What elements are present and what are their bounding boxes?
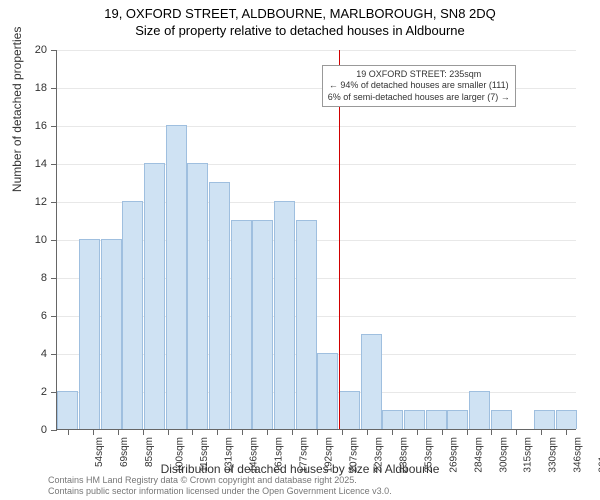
x-tick	[367, 429, 368, 435]
chart-plot-area: 0246810121416182054sqm69sqm85sqm100sqm11…	[56, 50, 576, 430]
y-tick-label: 16	[35, 120, 57, 132]
chart-title: 19, OXFORD STREET, ALDBOURNE, MARLBOROUG…	[0, 0, 600, 40]
histogram-bar	[447, 410, 468, 429]
title-line1: 19, OXFORD STREET, ALDBOURNE, MARLBOROUG…	[0, 6, 600, 23]
y-tick-label: 8	[41, 272, 57, 284]
histogram-bar	[231, 220, 252, 429]
x-tick	[192, 429, 193, 435]
x-axis-title: Distribution of detached houses by size …	[0, 462, 600, 476]
x-tick	[317, 429, 318, 435]
histogram-bar	[122, 201, 143, 429]
histogram-bar	[491, 410, 512, 429]
x-tick	[242, 429, 243, 435]
histogram-bar	[144, 163, 165, 429]
x-tick	[168, 429, 169, 435]
annotation-line: 19 OXFORD STREET: 235sqm	[328, 69, 510, 80]
grid-line	[57, 126, 576, 127]
footer-line2: Contains public sector information licen…	[48, 486, 392, 497]
x-tick	[118, 429, 119, 435]
footer-attribution: Contains HM Land Registry data © Crown c…	[48, 475, 392, 497]
x-tick	[566, 429, 567, 435]
histogram-bar	[534, 410, 555, 429]
histogram-bar	[101, 239, 122, 429]
histogram-bar	[339, 391, 360, 429]
annotation-box: 19 OXFORD STREET: 235sqm← 94% of detache…	[322, 65, 516, 107]
x-tick	[467, 429, 468, 435]
histogram-bar	[426, 410, 447, 429]
title-line2: Size of property relative to detached ho…	[0, 23, 600, 40]
x-tick	[417, 429, 418, 435]
histogram-bar	[404, 410, 425, 429]
grid-line	[57, 50, 576, 51]
x-tick	[516, 429, 517, 435]
footer-line1: Contains HM Land Registry data © Crown c…	[48, 475, 392, 486]
histogram-bar	[317, 353, 338, 429]
x-tick	[68, 429, 69, 435]
y-tick-label: 2	[41, 386, 57, 398]
y-axis-title: Number of detached properties	[10, 27, 24, 192]
y-tick-label: 6	[41, 310, 57, 322]
y-tick-label: 10	[35, 234, 57, 246]
y-tick-label: 20	[35, 44, 57, 56]
histogram-bar	[209, 182, 230, 429]
x-tick	[342, 429, 343, 435]
annotation-line: 6% of semi-detached houses are larger (7…	[328, 92, 510, 103]
histogram-bar	[469, 391, 490, 429]
histogram-bar	[57, 391, 78, 429]
histogram-bar	[382, 410, 403, 429]
annotation-line: ← 94% of detached houses are smaller (11…	[328, 80, 510, 91]
histogram-bar	[187, 163, 208, 429]
x-tick	[541, 429, 542, 435]
x-tick	[217, 429, 218, 435]
x-tick	[267, 429, 268, 435]
y-tick-label: 14	[35, 158, 57, 170]
y-tick-label: 0	[41, 424, 57, 436]
histogram-bar	[296, 220, 317, 429]
x-tick	[143, 429, 144, 435]
histogram-bar	[166, 125, 187, 429]
y-tick-label: 4	[41, 348, 57, 360]
x-tick	[292, 429, 293, 435]
histogram-bar	[79, 239, 100, 429]
histogram-bar	[361, 334, 382, 429]
x-tick	[392, 429, 393, 435]
x-tick	[442, 429, 443, 435]
grid-line	[57, 164, 576, 165]
x-tick	[491, 429, 492, 435]
histogram-bar	[556, 410, 577, 429]
histogram-bar	[274, 201, 295, 429]
x-tick	[93, 429, 94, 435]
y-tick-label: 12	[35, 196, 57, 208]
y-tick-label: 18	[35, 82, 57, 94]
histogram-bar	[252, 220, 273, 429]
